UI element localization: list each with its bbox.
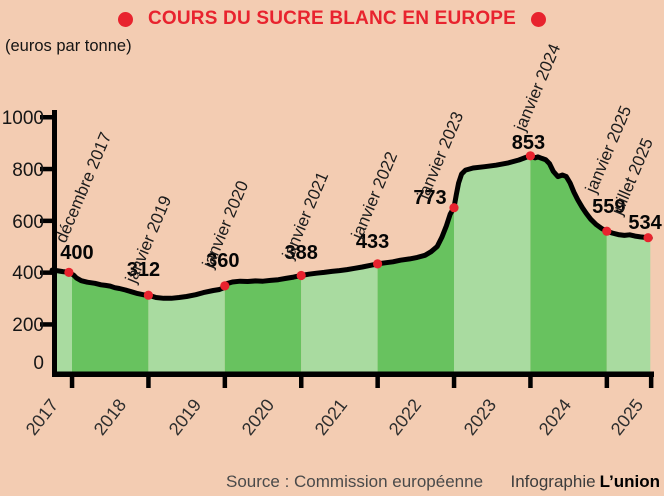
y-tick-1000	[40, 115, 54, 120]
data-point-dot	[643, 233, 653, 243]
y-tick-400	[40, 270, 54, 275]
units-label: (euros par tonne)	[5, 37, 132, 55]
y-tick-600	[40, 218, 54, 224]
x-axis-line	[52, 371, 654, 377]
data-point-dot	[525, 151, 536, 161]
chart-title: COURS DU SUCRE BLANC EN EUROPE	[147, 8, 517, 29]
credit-name: L’union	[599, 472, 660, 491]
source-label: Source : Commission européenne	[226, 472, 484, 491]
y-axis-label-400: 400	[12, 263, 44, 285]
x-tick	[222, 372, 228, 388]
x-tick	[648, 372, 654, 388]
y-axis-label-200: 200	[12, 315, 44, 337]
year-band-2023	[454, 155, 531, 377]
data-point-dot	[602, 226, 612, 236]
y-axis-label-0: 0	[33, 353, 44, 374]
x-tick	[375, 372, 380, 388]
y-axis-label-800: 800	[12, 159, 44, 181]
y-axis-label-600: 600	[12, 211, 44, 233]
point-value-label: 773	[413, 186, 447, 209]
data-point-dot	[449, 203, 459, 213]
point-value-label: 312	[126, 259, 161, 282]
x-tick	[146, 372, 151, 388]
y-axis-line	[52, 110, 57, 377]
data-point-dot	[64, 267, 74, 277]
point-value-label: 853	[511, 131, 546, 154]
y-axis-label-1000: 1000	[1, 108, 44, 129]
data-point-dot	[373, 259, 383, 269]
point-value-label: 360	[206, 249, 240, 272]
data-point-dot	[296, 270, 306, 281]
x-tick	[451, 372, 457, 388]
x-tick	[299, 372, 304, 388]
x-tick	[604, 372, 610, 388]
point-value-label: 559	[592, 196, 626, 219]
y-tick-200	[40, 322, 54, 327]
x-tick	[69, 372, 75, 388]
data-point-dot	[143, 290, 153, 300]
credit-label: Infographie L’union	[510, 472, 660, 492]
title-bullet-left-icon	[117, 11, 133, 27]
chart-header: COURS DU SUCRE BLANC EN EUROPE	[0, 7, 664, 31]
point-value-label: 400	[60, 242, 94, 265]
credit-prefix: Infographie	[510, 472, 596, 491]
point-value-label: 433	[355, 230, 390, 253]
y-tick-800	[40, 166, 54, 172]
point-value-label: 534	[628, 211, 662, 234]
point-value-label: 388	[284, 241, 318, 264]
data-point-dot	[220, 281, 230, 291]
x-tick	[528, 372, 533, 388]
title-bullet-right-icon	[531, 11, 547, 27]
